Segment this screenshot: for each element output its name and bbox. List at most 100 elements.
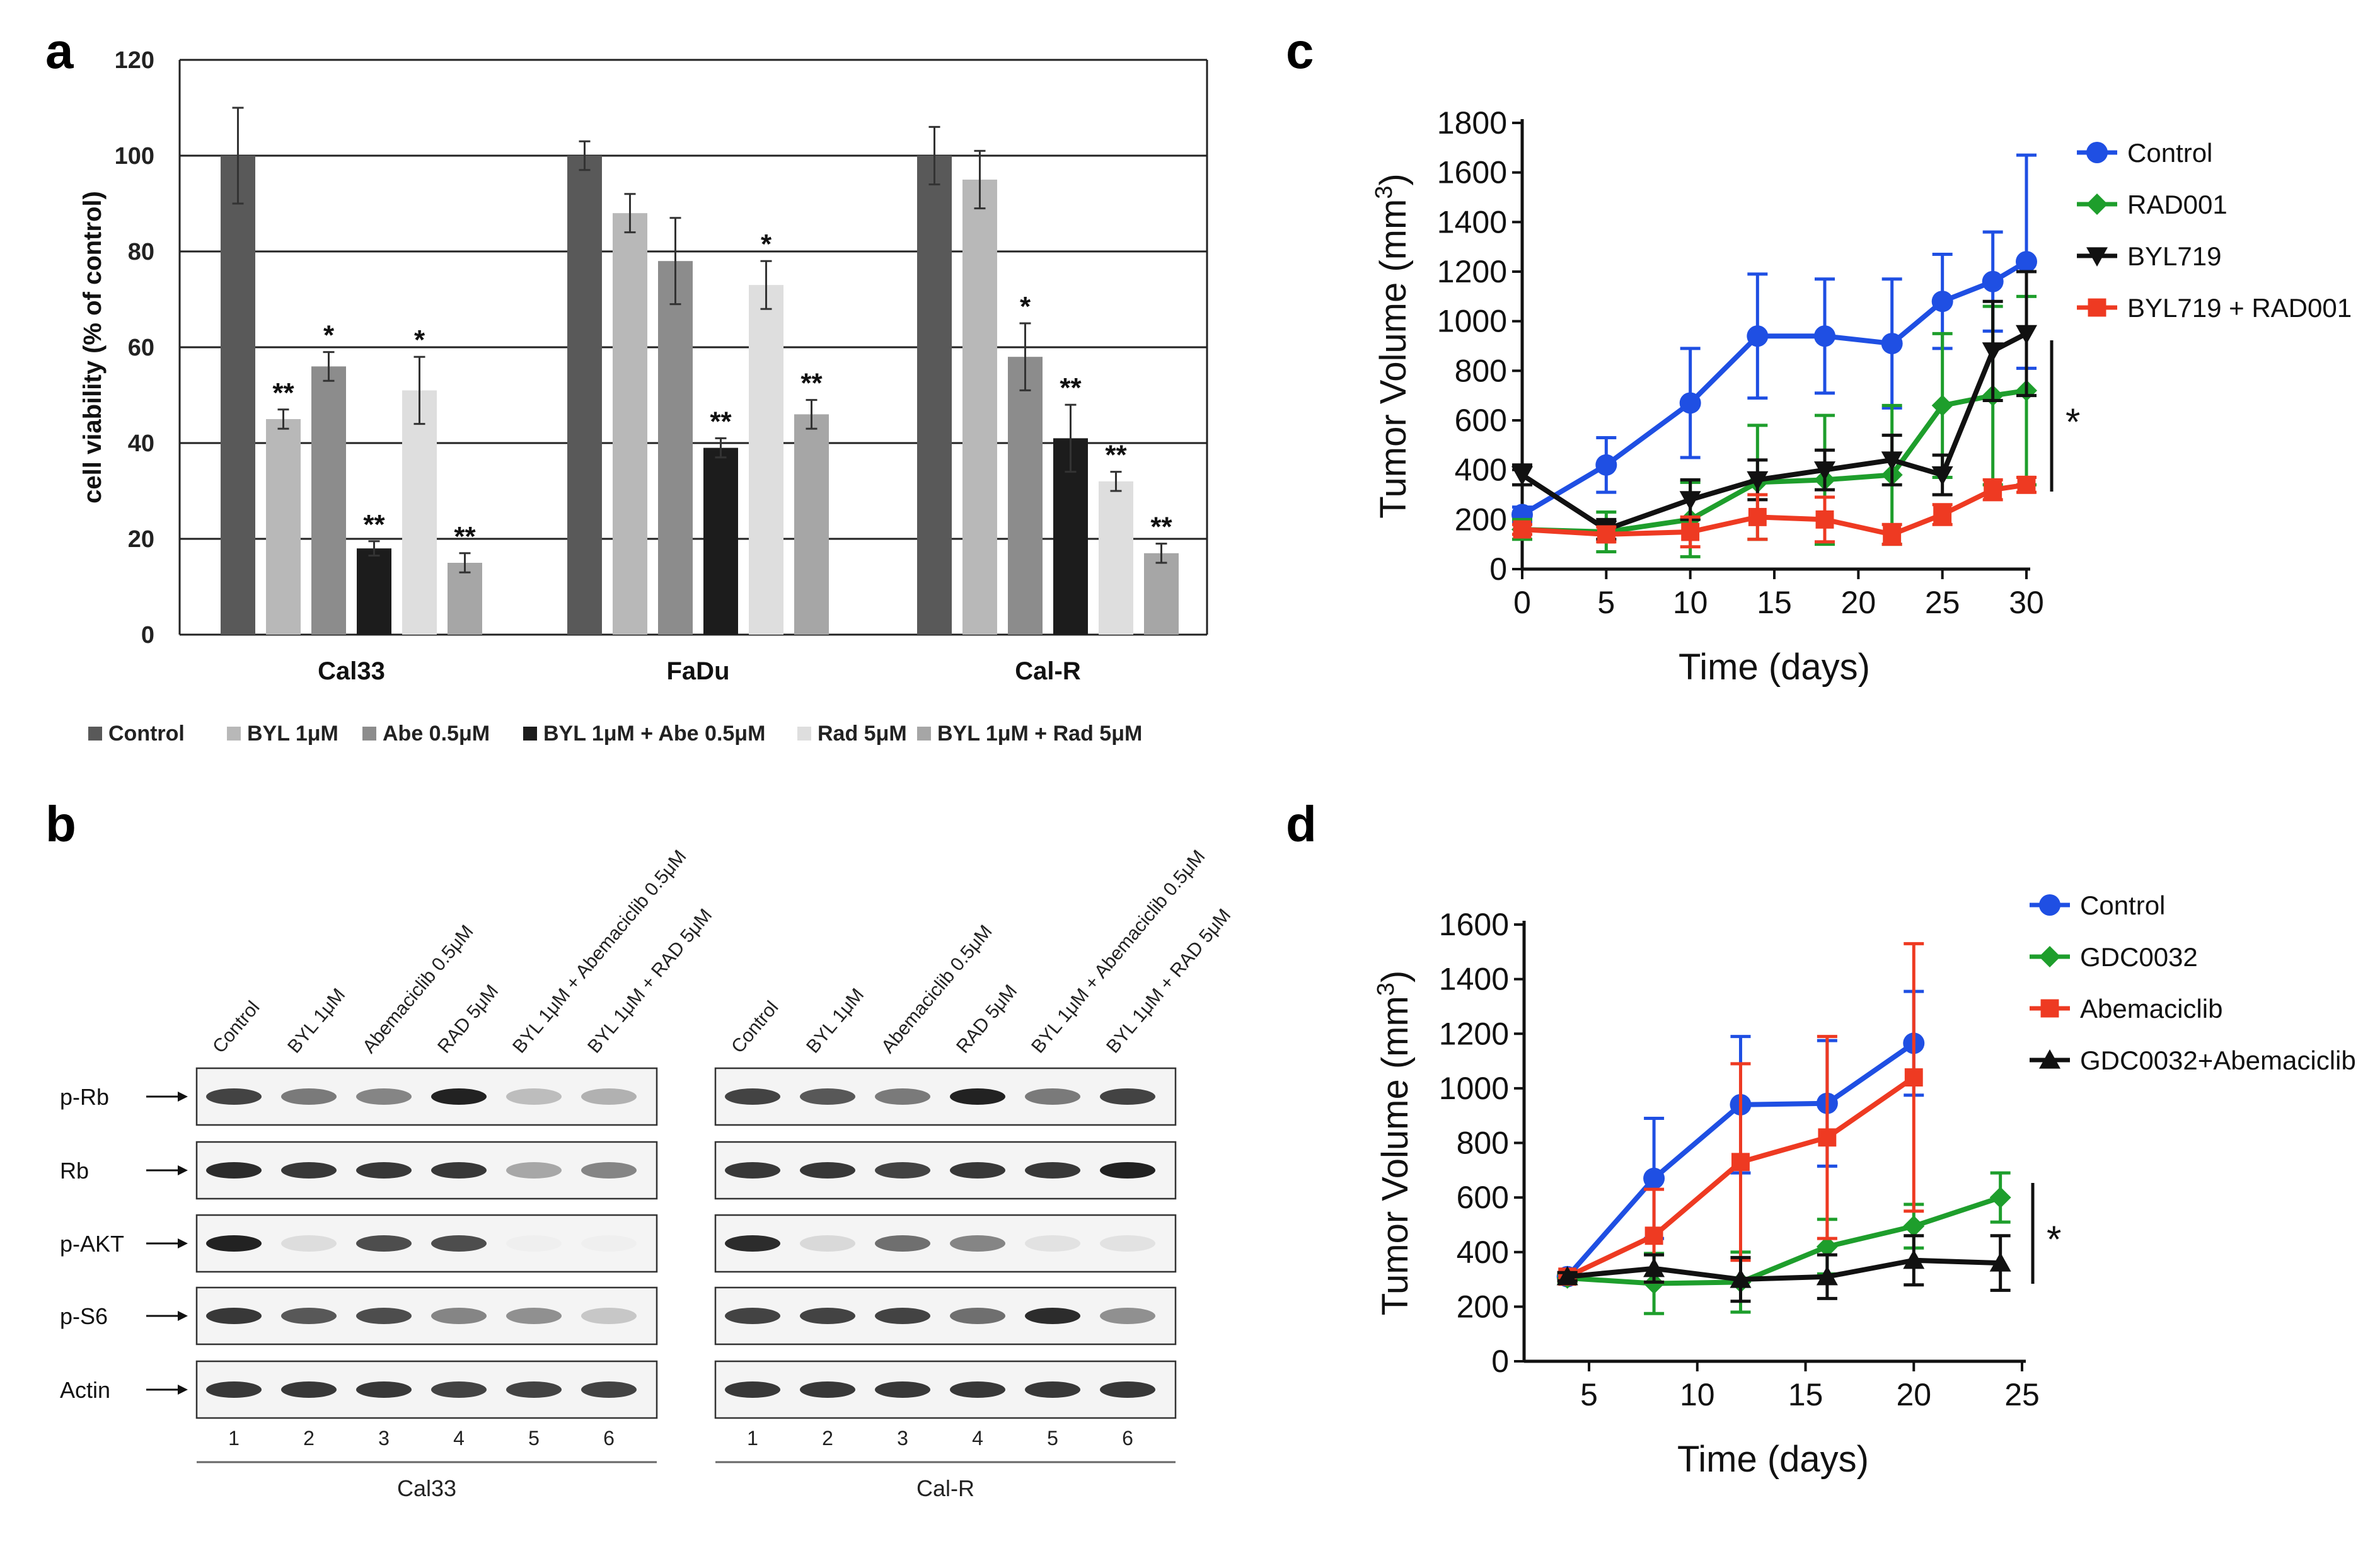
blot-lane-label: RAD 5μM [952,981,1021,1057]
legend-swatch [523,727,537,741]
bar-Rad 5μM-FaDu [749,285,783,635]
bar-BYL 1μM + Rad 5μM-Cal33 [448,563,482,635]
legend-marker [2039,1049,2060,1069]
blot-band [1100,1308,1155,1324]
data-point [1931,466,1953,486]
blot-band [1025,1162,1080,1179]
bar-BYL 1μM + Abe 0.5μM-Cal33 [357,548,391,635]
y-tick-label: 200 [1455,502,1507,537]
legend-swatch [362,727,376,741]
blot-band [281,1162,337,1179]
data-point [1597,525,1615,544]
x-category-label: FaDu [667,657,730,685]
y-tick-label: 800 [1457,1126,1509,1161]
blot-band [356,1381,412,1398]
blot-band [1025,1308,1080,1324]
x-tick-label: 30 [2009,585,2044,620]
significance-stars: ** [1150,512,1172,543]
y-tick-label: 600 [1455,403,1507,438]
data-point [2016,325,2037,345]
legend-label: BYL 1μM [247,722,338,746]
significance-star: * [2047,1218,2061,1260]
y-tick-label: 0 [141,622,154,649]
data-point [1747,471,1769,491]
blot-band [356,1162,412,1179]
x-tick-label: 20 [1841,585,1876,620]
bar-BYL 1μM-Cal33 [266,419,301,635]
y-tick-label: 400 [1455,453,1507,488]
legend-marker [2086,193,2108,215]
legend-label: Control [108,722,185,746]
y-tick-label: 1800 [1437,105,1507,141]
data-point [2016,251,2037,273]
bar-Control-Cal33 [221,156,255,635]
blot-strip-Rb [714,1141,1177,1200]
significance-stars: ** [363,509,385,540]
blot-row-label: Rb [60,1158,89,1184]
blot-band [950,1088,1005,1105]
y-tick-label: 120 [115,47,154,74]
y-axis-label-main: Tumor Volume (mm [1375,996,1416,1315]
x-tick-label: 25 [1925,585,1960,620]
blot-lane-label: Control [727,997,782,1057]
blot-cell-line-label: Cal-R [916,1475,974,1501]
blot-strip-p-S6 [195,1286,658,1346]
blot-band [875,1235,930,1252]
blot-lane-label: Control [209,997,263,1057]
blot-lane-number: 4 [453,1427,465,1450]
blot-strip-p-AKT [714,1214,1177,1273]
blot-band [725,1235,780,1252]
y-tick-label: 600 [1457,1180,1509,1215]
data-point [1982,342,2004,362]
blot-row-label: p-S6 [60,1303,108,1329]
bar-chart-panel-a: 0 20 40 60 80 100 120 cell viability (% of cont… [79,47,1208,746]
blot-band [1025,1381,1080,1398]
blot-band [581,1162,637,1179]
y-axis-label-end: ) [1373,173,1414,185]
blot-band [800,1381,855,1398]
significance-stars: ** [1105,440,1127,471]
y-axis-label-end: ) [1375,971,1416,983]
legend-marker [2086,247,2108,267]
data-point [1881,451,1903,471]
blot-band [875,1381,930,1398]
blot-band [206,1088,262,1105]
blot-band [800,1235,855,1252]
bar-BYL 1μM + Abe 0.5μM-FaDu [703,447,738,635]
bar-Control-FaDu [567,156,602,635]
blot-band [206,1308,262,1324]
y-tick-label: 1200 [1437,254,1507,289]
blot-band [950,1162,1005,1179]
blot-band [431,1088,487,1105]
legend-label: RAD001 [2127,190,2228,219]
blot-row-arrowhead [178,1092,188,1102]
blot-band [725,1162,780,1179]
y-tick-label: 1600 [1439,907,1509,942]
y-axis-label: cell viability (% of control) [79,191,107,504]
y-axis-label-sup: 3 [1371,186,1397,199]
blot-band [506,1162,562,1179]
data-point [1730,1269,1752,1288]
panel-label-a: a [45,23,74,79]
y-tick-label: 0 [1489,551,1507,587]
significance-stars: ** [1060,372,1082,403]
blot-band [725,1088,780,1105]
x-tick-label: 20 [1896,1377,1931,1412]
data-point [1903,1215,1925,1237]
blot-band [725,1381,780,1398]
data-point [1903,1249,1925,1269]
blot-row-label: Actin [60,1377,110,1403]
legend-label: BYL 1μM + Rad 5μM [937,722,1142,746]
legend-label: GDC0032+Abemaciclib [2080,1046,2356,1075]
y-tick-label: 800 [1455,353,1507,388]
data-point [1814,461,1835,481]
blot-band [431,1162,487,1179]
blot-band [281,1088,337,1105]
blot-lane-label: BYL 1μM + RAD 5μM [584,905,716,1058]
significance-stars: ** [272,378,294,408]
blot-lane-number: 2 [303,1427,315,1450]
data-point [1643,1257,1665,1277]
data-point [1883,525,1902,544]
legend-label: BYL719 [2127,241,2221,271]
